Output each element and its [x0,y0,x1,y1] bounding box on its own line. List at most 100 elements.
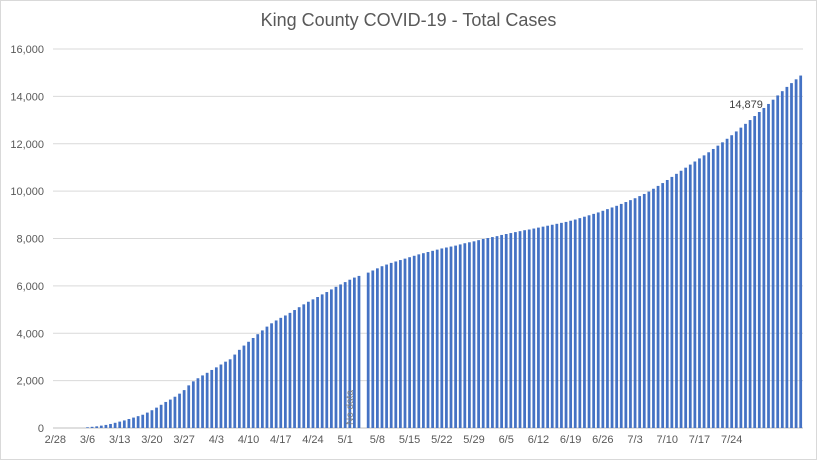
bar [334,286,338,428]
bar [187,385,191,428]
bar [182,390,186,428]
bar [109,423,112,428]
y-tick-label: 8,000 [16,234,44,246]
x-tick-label: 4/17 [270,434,291,446]
bar [380,266,384,428]
bar [698,158,701,428]
bar [408,257,411,428]
bar [799,75,803,429]
bar [486,238,490,428]
x-tick-label: 5/1 [338,434,353,446]
y-axis-ticks: 0 2,000 4,000 6,000 8,000 10,000 12,000 14,000 1… [10,44,44,435]
bar [449,246,453,428]
bar [168,399,172,428]
bar [702,155,706,428]
bar [265,326,269,428]
bar [578,218,582,428]
bar [113,422,117,428]
bar [514,232,517,428]
x-tick-label: 5/8 [370,434,385,446]
bar [518,231,522,428]
no-data-label: No data [345,390,356,425]
bar [145,412,149,428]
bar [389,262,393,428]
final-value-label: 14,879 [729,99,763,111]
bar [159,404,163,428]
bar [196,378,200,428]
x-tick-label: 6/19 [560,434,581,446]
y-tick-label: 16,000 [10,44,44,56]
x-tick-label: 7/10 [657,434,678,446]
bar [753,116,757,429]
bar [136,416,140,428]
bar [780,91,784,428]
bar [537,227,540,428]
bar [306,301,310,428]
x-tick-label: 5/29 [463,434,484,446]
y-tick-label: 6,000 [16,281,44,293]
bar [647,191,651,428]
x-tick-label: 5/15 [399,434,420,446]
x-tick-label: 6/5 [499,434,514,446]
bar [633,198,637,428]
bar [721,142,724,429]
bar [491,237,494,428]
bar [279,317,283,428]
bar [670,176,674,428]
bar [527,229,531,428]
x-tick-label: 5/22 [431,434,452,446]
bar [445,247,448,428]
bar [458,244,462,428]
bar [242,345,246,428]
bar [311,299,315,428]
bar [569,220,573,428]
bar [684,167,688,428]
bar [141,414,145,428]
x-tick-label: 2/28 [45,434,66,446]
bar [403,258,407,428]
bar [656,185,660,428]
bar [711,148,715,428]
bar [532,228,536,428]
bar [293,310,296,428]
bar [601,210,605,428]
bar [214,367,218,428]
x-tick-label: 4/3 [209,434,224,446]
y-tick-label: 0 [38,423,44,435]
bar [297,307,301,428]
bar [679,170,683,428]
x-tick-label: 6/12 [528,434,549,446]
bar [762,107,766,428]
bar [693,161,697,428]
bar [776,95,780,429]
bar [274,320,278,428]
y-tick-label: 14,000 [10,91,44,103]
x-tick-label: 7/17 [689,434,710,446]
bar [440,248,444,428]
bar [794,79,798,428]
bar [394,261,398,428]
bar [596,212,600,428]
annotations: No data 14,879 [345,99,763,425]
bars [86,75,803,429]
x-axis-ticks: 2/28 3/6 3/13 3/20 3/27 4/3 4/10 4/17 4/24 5/1 5/8… [45,434,743,446]
bar [210,369,214,428]
bar [302,304,306,428]
bar [422,253,425,428]
bar [164,401,168,428]
bar [426,252,430,428]
bar [343,282,347,428]
bar [757,112,761,428]
bar [155,407,158,428]
bar [237,349,241,428]
bar [500,234,503,428]
x-tick-label: 3/20 [141,434,162,446]
bar [468,242,471,428]
bar [376,268,379,428]
bar [555,223,559,428]
bar [592,213,596,428]
chart-title: King County COVID-19 - Total Cases [260,10,557,30]
bar [251,337,255,428]
bar [339,284,342,428]
bar [260,330,264,428]
